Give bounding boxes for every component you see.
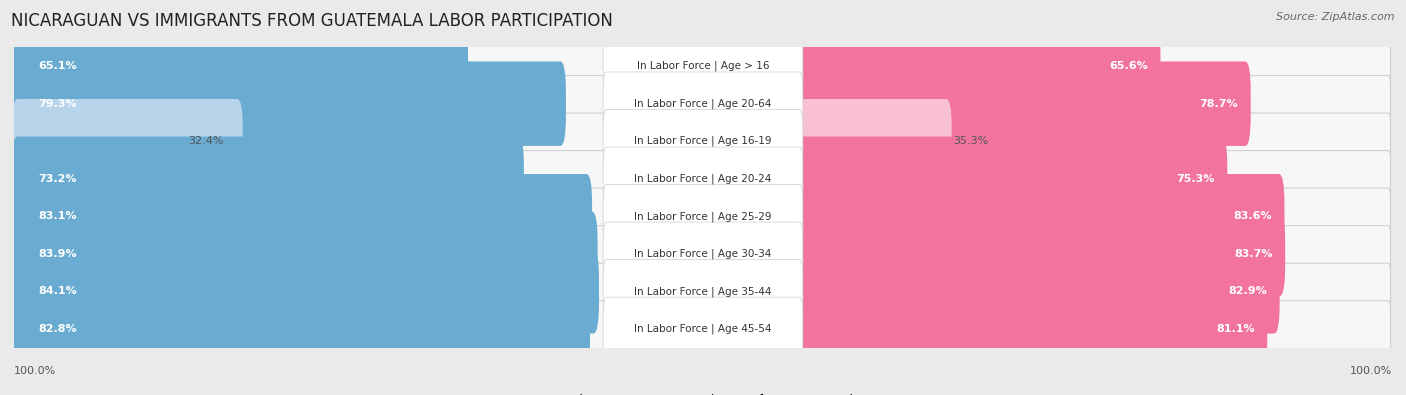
Text: In Labor Force | Age 20-64: In Labor Force | Age 20-64 <box>634 98 772 109</box>
FancyBboxPatch shape <box>603 34 803 98</box>
FancyBboxPatch shape <box>603 297 803 361</box>
Text: 100.0%: 100.0% <box>1350 366 1392 376</box>
FancyBboxPatch shape <box>13 174 592 258</box>
Text: 65.6%: 65.6% <box>1109 61 1149 71</box>
FancyBboxPatch shape <box>603 109 803 173</box>
Text: 100.0%: 100.0% <box>14 366 56 376</box>
Text: In Labor Force | Age 25-29: In Labor Force | Age 25-29 <box>634 211 772 222</box>
FancyBboxPatch shape <box>794 137 1227 221</box>
FancyBboxPatch shape <box>13 212 598 296</box>
FancyBboxPatch shape <box>15 188 1391 245</box>
Text: 83.1%: 83.1% <box>38 211 77 221</box>
FancyBboxPatch shape <box>603 222 803 286</box>
FancyBboxPatch shape <box>15 263 1391 320</box>
FancyBboxPatch shape <box>13 249 599 333</box>
Legend: Nicaraguan, Immigrants from Guatemala: Nicaraguan, Immigrants from Guatemala <box>546 394 860 395</box>
FancyBboxPatch shape <box>794 99 952 183</box>
Text: 75.3%: 75.3% <box>1177 174 1215 184</box>
Text: 78.7%: 78.7% <box>1199 99 1239 109</box>
Text: In Labor Force | Age 30-34: In Labor Force | Age 30-34 <box>634 248 772 259</box>
FancyBboxPatch shape <box>794 287 1267 371</box>
Text: 73.2%: 73.2% <box>38 174 77 184</box>
Text: 79.3%: 79.3% <box>38 99 77 109</box>
FancyBboxPatch shape <box>13 24 468 108</box>
Text: In Labor Force | Age > 16: In Labor Force | Age > 16 <box>637 61 769 71</box>
FancyBboxPatch shape <box>794 249 1279 333</box>
FancyBboxPatch shape <box>13 62 565 146</box>
FancyBboxPatch shape <box>15 113 1391 169</box>
FancyBboxPatch shape <box>794 62 1251 146</box>
Text: In Labor Force | Age 45-54: In Labor Force | Age 45-54 <box>634 324 772 334</box>
Text: 32.4%: 32.4% <box>188 136 224 146</box>
Text: NICARAGUAN VS IMMIGRANTS FROM GUATEMALA LABOR PARTICIPATION: NICARAGUAN VS IMMIGRANTS FROM GUATEMALA … <box>11 12 613 30</box>
Text: In Labor Force | Age 20-24: In Labor Force | Age 20-24 <box>634 173 772 184</box>
FancyBboxPatch shape <box>603 260 803 323</box>
Text: Source: ZipAtlas.com: Source: ZipAtlas.com <box>1277 12 1395 22</box>
Text: 35.3%: 35.3% <box>953 136 988 146</box>
FancyBboxPatch shape <box>13 287 591 371</box>
FancyBboxPatch shape <box>794 24 1160 108</box>
FancyBboxPatch shape <box>13 137 524 221</box>
FancyBboxPatch shape <box>794 174 1285 258</box>
FancyBboxPatch shape <box>15 75 1391 132</box>
FancyBboxPatch shape <box>15 150 1391 207</box>
FancyBboxPatch shape <box>15 226 1391 282</box>
Text: 81.1%: 81.1% <box>1216 324 1254 334</box>
Text: 65.1%: 65.1% <box>38 61 77 71</box>
FancyBboxPatch shape <box>603 147 803 211</box>
Text: 82.9%: 82.9% <box>1229 286 1267 296</box>
Text: 83.6%: 83.6% <box>1233 211 1272 221</box>
Text: 83.7%: 83.7% <box>1234 249 1272 259</box>
FancyBboxPatch shape <box>603 72 803 135</box>
FancyBboxPatch shape <box>15 38 1391 94</box>
Text: 82.8%: 82.8% <box>38 324 77 334</box>
Text: In Labor Force | Age 16-19: In Labor Force | Age 16-19 <box>634 136 772 147</box>
FancyBboxPatch shape <box>794 212 1285 296</box>
FancyBboxPatch shape <box>603 184 803 248</box>
FancyBboxPatch shape <box>15 301 1391 357</box>
Text: 83.9%: 83.9% <box>38 249 77 259</box>
Text: 84.1%: 84.1% <box>38 286 77 296</box>
FancyBboxPatch shape <box>13 99 243 183</box>
Text: In Labor Force | Age 35-44: In Labor Force | Age 35-44 <box>634 286 772 297</box>
